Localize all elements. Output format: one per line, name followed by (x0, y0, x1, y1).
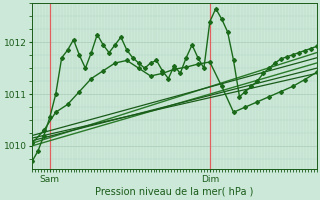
X-axis label: Pression niveau de la mer( hPa ): Pression niveau de la mer( hPa ) (95, 187, 253, 197)
